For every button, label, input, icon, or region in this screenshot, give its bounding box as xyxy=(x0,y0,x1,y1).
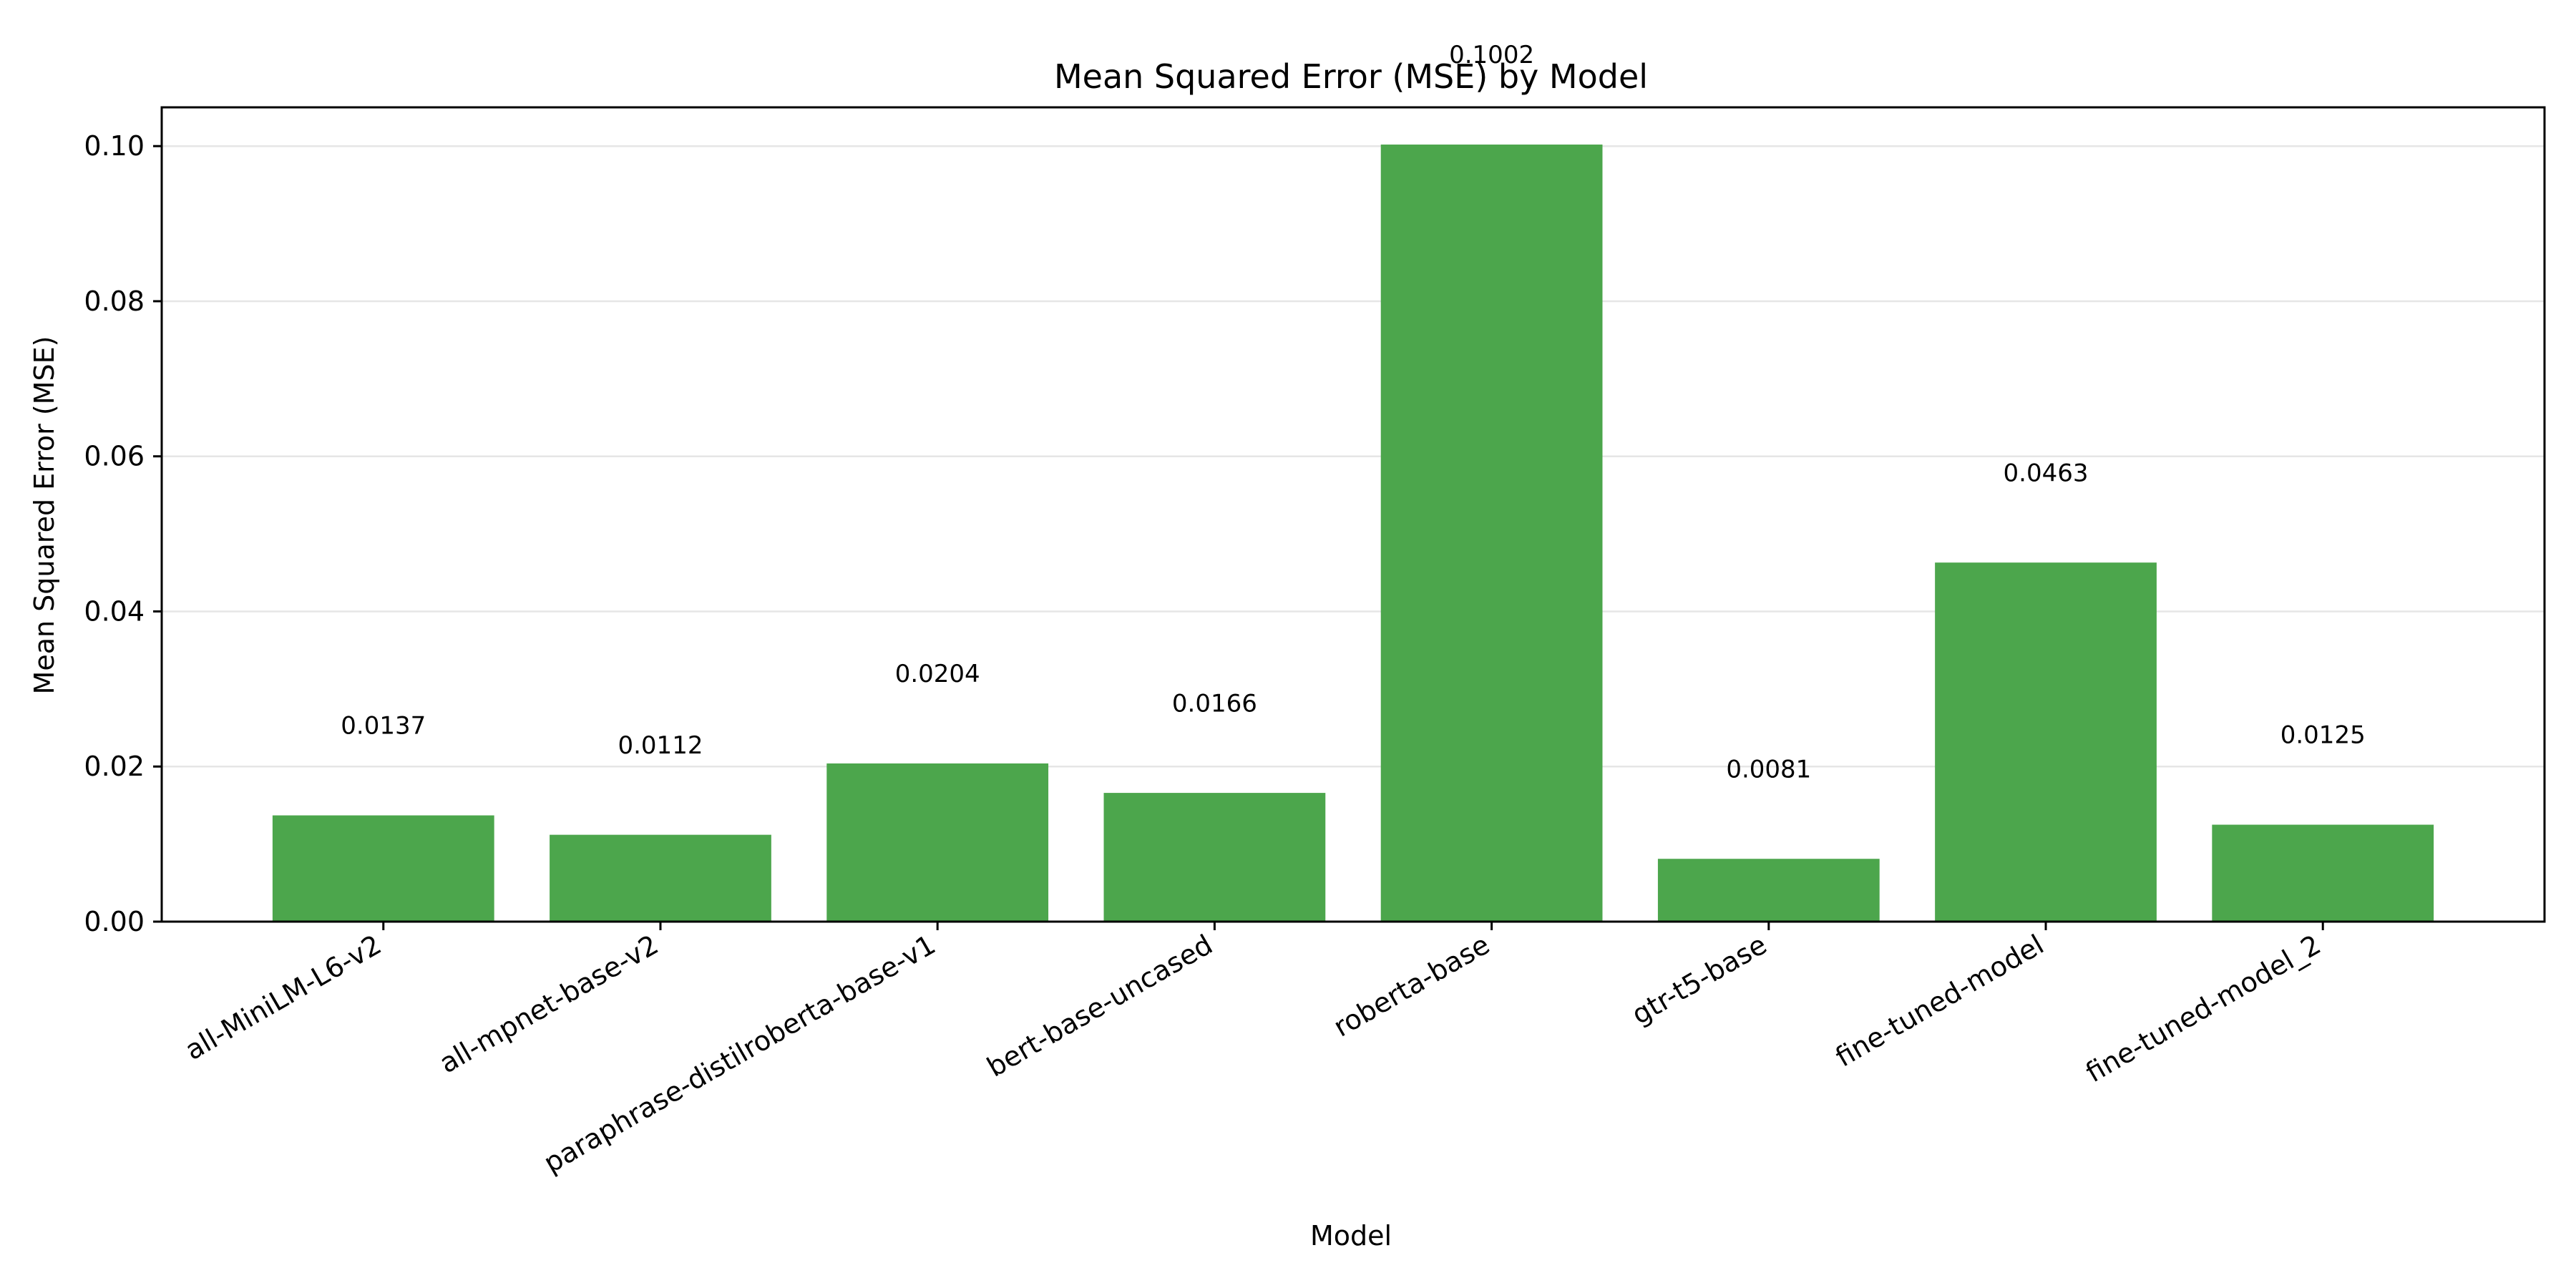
axes xyxy=(160,106,2546,923)
bar xyxy=(1657,859,1880,922)
bar xyxy=(2212,824,2434,922)
y-tick-label: 0.00 xyxy=(84,906,145,937)
bar xyxy=(550,834,771,922)
data-label: 0.0081 xyxy=(1726,755,1811,784)
data-label: 0.0125 xyxy=(2280,721,2366,750)
data-labels: 0.0137 0.0112 0.0204 0.0166 0.1002 0.0081 0.04… xyxy=(341,41,2365,784)
bar xyxy=(1103,793,1326,922)
data-label: 0.0204 xyxy=(895,660,980,688)
y-axis-label: Mean Squared Error (MSE) xyxy=(29,336,60,695)
bar xyxy=(826,763,1049,922)
y-tick-label: 0.02 xyxy=(84,751,145,782)
data-label: 0.1002 xyxy=(1449,41,1534,69)
data-label: 0.0112 xyxy=(618,731,703,760)
chart-title: Mean Squared Error (MSE) by Model xyxy=(1054,57,1648,96)
y-tick-label: 0.10 xyxy=(84,130,145,162)
x-axis-label: Model xyxy=(1310,1220,1392,1252)
data-label: 0.0137 xyxy=(341,712,426,741)
plot-frame xyxy=(160,106,2546,923)
data-label: 0.0166 xyxy=(1172,689,1257,718)
bars xyxy=(272,145,2434,922)
y-tick-label: 0.06 xyxy=(84,441,145,472)
data-label: 0.0463 xyxy=(2004,459,2089,487)
bar xyxy=(272,815,494,922)
bar xyxy=(1935,562,2157,922)
y-tick-label: 0.04 xyxy=(84,595,145,627)
y-tick-label: 0.08 xyxy=(84,286,145,317)
bar xyxy=(1380,145,1603,922)
